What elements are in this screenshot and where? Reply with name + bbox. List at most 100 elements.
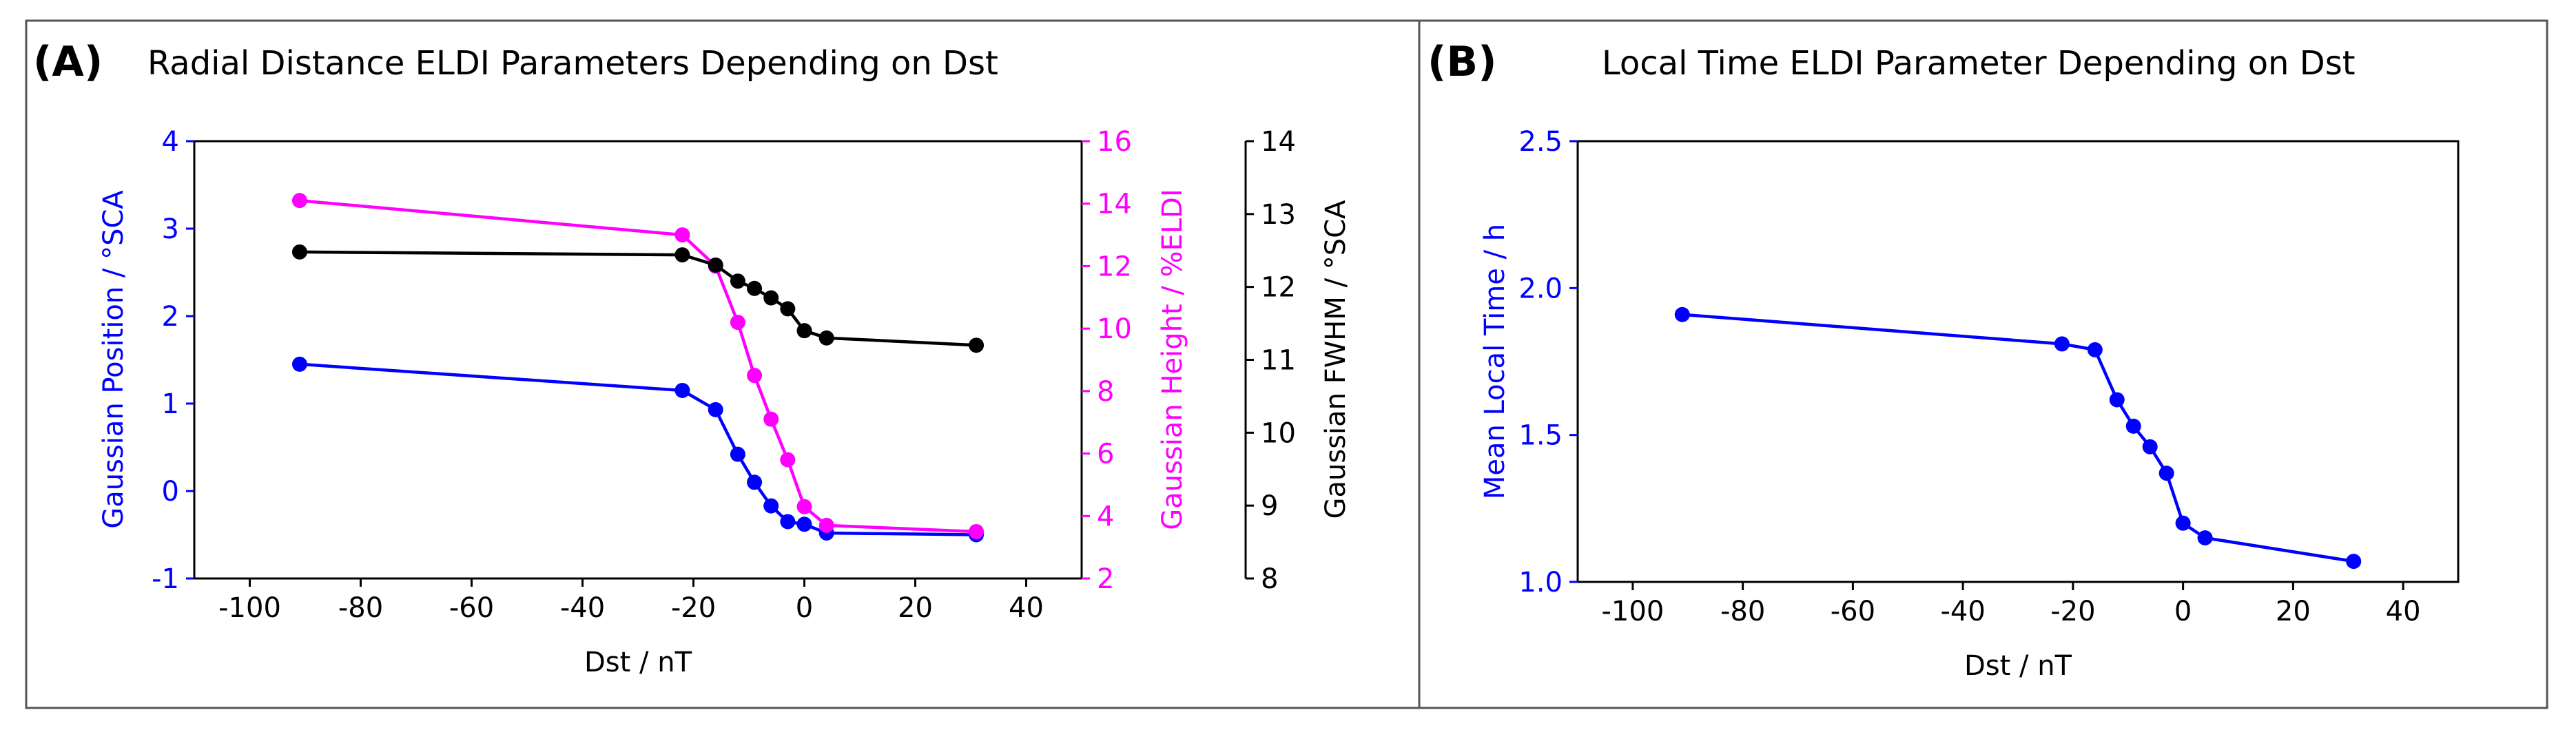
panel-b-point-mean-local-time (2054, 336, 2070, 352)
panel-a-right2-tick-label: 8 (1261, 563, 1278, 595)
panel-a-x-tick-label: -60 (449, 592, 494, 624)
panel-a-left-tick-label: -1 (152, 563, 179, 595)
panel-a-right1-tick-label: 4 (1097, 501, 1114, 532)
panel-a-right2-tick-label: 10 (1261, 417, 1296, 449)
panel-a-point-gaussian-position (796, 516, 812, 532)
panel-b-point-mean-local-time (2087, 342, 2103, 357)
panel-b-left-axis-label: Mean Local Time / h (1479, 224, 1511, 499)
panel-a-x-tick-label: 0 (796, 592, 813, 624)
panel-a-point-gaussian-fwhm (291, 244, 307, 260)
panel-b-x-tick-label: -100 (1601, 596, 1664, 627)
panel-a-x-ticks: -100 -80 -60 -40 -20 0 20 40 (218, 578, 1044, 624)
panel-b-point-mean-local-time (2125, 418, 2141, 434)
panel-a-point-gaussian-position (780, 514, 796, 530)
panel-a-x-tick-label: -80 (338, 592, 383, 624)
panel-a-right1-axis: 2 4 6 8 10 12 14 16 (1082, 126, 1132, 595)
panel-a-point-gaussian-position (291, 356, 307, 372)
panel-a-title: Radial Distance ELDI Parameters Dependin… (147, 44, 998, 83)
panel-b-x-tick-label: 0 (2174, 596, 2192, 627)
panel-b-letter: (B) (1428, 38, 1497, 86)
panel-a-right2-tick-label: 12 (1261, 272, 1296, 304)
panel-a-right1-tick-label: 6 (1097, 439, 1114, 470)
panel-b-point-mean-local-time (2175, 515, 2191, 531)
panel-b-point-mean-local-time (2109, 392, 2125, 408)
panel-b-left-tick-label: 2.0 (1518, 273, 1563, 304)
panel-b-left-tick-label: 2.5 (1518, 126, 1563, 158)
panel-a-point-gaussian-position (674, 382, 690, 398)
panel-b-xlabel: Dst / nT (1964, 650, 2072, 682)
panel-a-left-tick-label: 1 (162, 388, 179, 420)
figure-frame-right (1418, 19, 2548, 709)
panel-a-point-gaussian-height (674, 227, 690, 243)
panel-b-point-mean-local-time (2158, 466, 2174, 481)
panel-b-x-tick-label: -40 (1940, 596, 1985, 627)
panel-a-point-gaussian-height (291, 193, 307, 209)
panel-a-x-tick-label: 40 (1009, 592, 1044, 624)
panel-a-x-tick-label: -100 (218, 592, 281, 624)
panel-a-point-gaussian-position (730, 446, 745, 462)
panel-a-left-axis: -1 0 1 2 3 4 (152, 126, 194, 595)
panel-a-point-gaussian-position (763, 498, 779, 514)
panel-a-right2-axis-label: Gaussian FWHM / °SCA (1320, 200, 1352, 519)
panel-a-point-gaussian-height (796, 499, 812, 514)
panel-b-series (1674, 306, 2362, 570)
panel-b-x-tick-label: -80 (1720, 596, 1765, 627)
panel-b-title: Local Time ELDI Parameter Depending on D… (1602, 44, 2356, 83)
panel-b-x-tick-label: -20 (2050, 596, 2095, 627)
panel-a-series-line-gaussian-fwhm (299, 250, 977, 347)
panel-a-left-tick-label: 0 (162, 476, 179, 508)
panel-a-point-gaussian-fwhm (674, 247, 690, 263)
panel-a-point-gaussian-position (708, 401, 723, 417)
panel-a-left-tick-label: 4 (162, 126, 179, 158)
panel-a-point-gaussian-fwhm (763, 290, 779, 306)
panel-a-point-gaussian-height (969, 523, 985, 539)
panel-a-right1-tick-label: 14 (1097, 189, 1132, 220)
panel-a-right1-tick-label: 16 (1097, 126, 1132, 158)
panel-a-right2-tick-label: 11 (1261, 345, 1296, 377)
panel-a-left-axis-label: Gaussian Position / °SCA (98, 190, 130, 529)
panel-b-series-line-mean-local-time (1682, 313, 2354, 563)
panel-b-point-mean-local-time (1674, 306, 1690, 322)
panel-a-point-gaussian-position (747, 474, 763, 490)
panel-a-point-gaussian-fwhm (747, 280, 763, 296)
panel-a-xlabel: Dst / nT (584, 647, 692, 678)
panel-a-right2-tick-label: 13 (1261, 199, 1296, 231)
panel-a-right2-tick-label: 9 (1261, 490, 1278, 522)
panel-a-point-gaussian-fwhm (818, 330, 834, 346)
panel-a-x-tick-label: -20 (671, 592, 716, 624)
panel-a-x-tick-label: -40 (560, 592, 605, 624)
panel-a-right1-tick-label: 2 (1097, 563, 1114, 595)
panel-a-point-gaussian-fwhm (780, 301, 796, 317)
panel-b-axes-box (1576, 140, 2460, 583)
panel-b-plot: -100 -80 -60 -40 -20 0 20 40 1.0 1.5 2.0 2.5 Dst /… (1479, 126, 2460, 682)
panel-a-right1-tick-label: 10 (1097, 313, 1132, 345)
panel-b-x-tick-label: 20 (2276, 596, 2311, 627)
panel-a-letter: (A) (33, 38, 103, 86)
panel-b-point-mean-local-time (2346, 554, 2362, 570)
panel-b-left-tick-label: 1.0 (1518, 567, 1563, 598)
panel-a-series-line-gaussian-position (299, 362, 977, 536)
panel-a-series-line-gaussian-height (299, 198, 977, 534)
panel-b-left-tick-label: 1.5 (1518, 420, 1563, 452)
panel-a-x-tick-label: 20 (898, 592, 933, 624)
panel-b-x-tick-label: 40 (2386, 596, 2421, 627)
panel-a-point-gaussian-fwhm (708, 257, 723, 273)
panel-b-x-ticks: -100 -80 -60 -40 -20 0 20 40 (1601, 582, 2421, 627)
panel-b-left-axis: 1.0 1.5 2.0 2.5 (1518, 126, 1578, 598)
panel-a-point-gaussian-fwhm (969, 337, 985, 353)
panel-a-point-gaussian-height (818, 517, 834, 533)
panel-a-right2-tick-label: 14 (1261, 126, 1296, 158)
panel-a-point-gaussian-fwhm (730, 273, 745, 289)
panel-a-axes-box (193, 140, 1083, 580)
panel-a-left-tick-label: 2 (162, 301, 179, 333)
panel-a-point-gaussian-fwhm (796, 323, 812, 339)
panel-a-point-gaussian-height (747, 368, 763, 384)
panel-a-point-gaussian-height (763, 411, 779, 427)
panel-a-left-tick-label: 3 (162, 213, 179, 245)
panel-a-series (291, 193, 985, 543)
panel-b-x-tick-label: -60 (1831, 596, 1875, 627)
panel-a-right1-axis-label: Gaussian Height / %ELDI (1157, 189, 1188, 530)
panel-a-right2-axis: 8 9 10 11 12 13 14 (1246, 126, 1296, 595)
